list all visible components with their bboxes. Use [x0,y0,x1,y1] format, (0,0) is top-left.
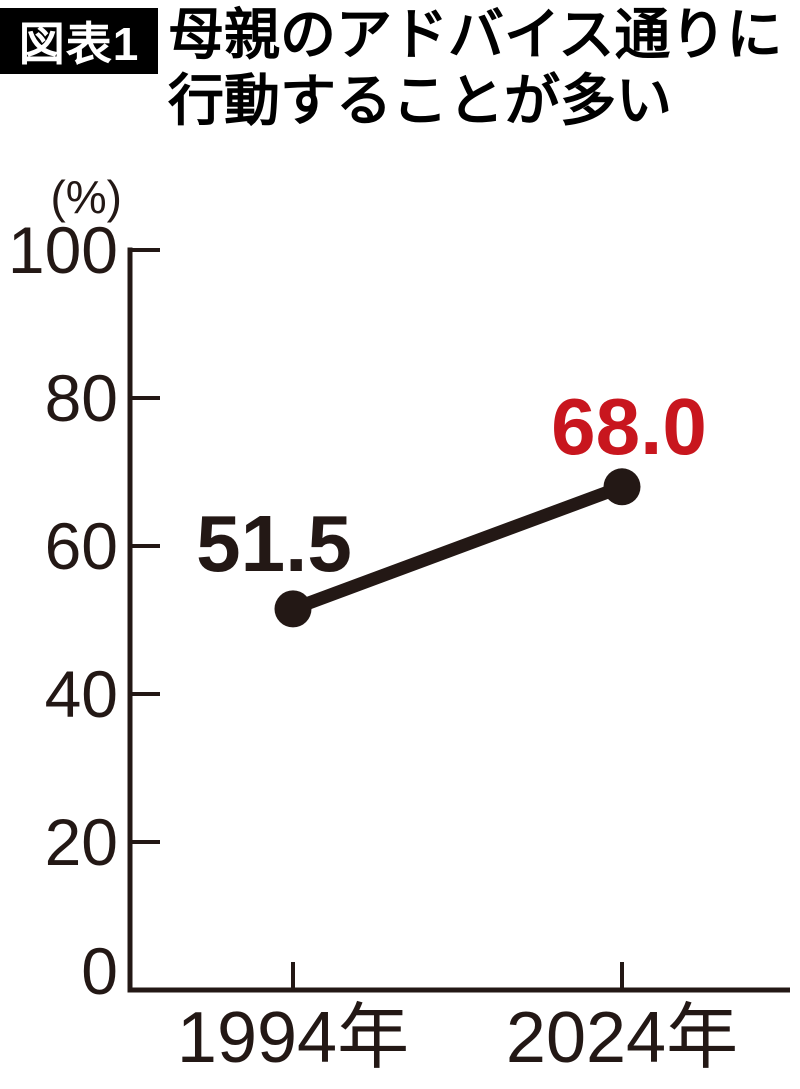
figure-title-line2: 行動することが多い [168,69,672,132]
x-category-label-2024: 2024年 [505,998,739,1078]
y-tick-label-60: 60 [44,509,118,583]
y-tick-label-100: 100 [7,213,118,287]
value-label-2024: 68.0 [551,382,707,471]
x-axis-ticks [291,962,624,988]
figure-title-line1: 母親のアドバイス通りに [168,3,783,66]
y-tick-label-20: 20 [44,805,118,879]
y-axis-ticks [132,248,160,844]
data-point-2024 [603,468,641,506]
value-label-1994: 51.5 [196,499,352,588]
y-axis-unit-label: (%) [50,171,122,223]
data-point-1994 [274,590,312,628]
data-line [290,480,625,615]
y-tick-label-0: 0 [81,934,118,1008]
x-category-label-1994: 1994年 [176,998,410,1078]
y-tick-label-80: 80 [44,361,118,435]
figure-title: 母親のアドバイス通りに 行動することが多い [168,2,782,134]
figure-tag: 図表1 [0,8,158,74]
y-tick-label-40: 40 [44,657,118,731]
data-points [274,468,641,628]
